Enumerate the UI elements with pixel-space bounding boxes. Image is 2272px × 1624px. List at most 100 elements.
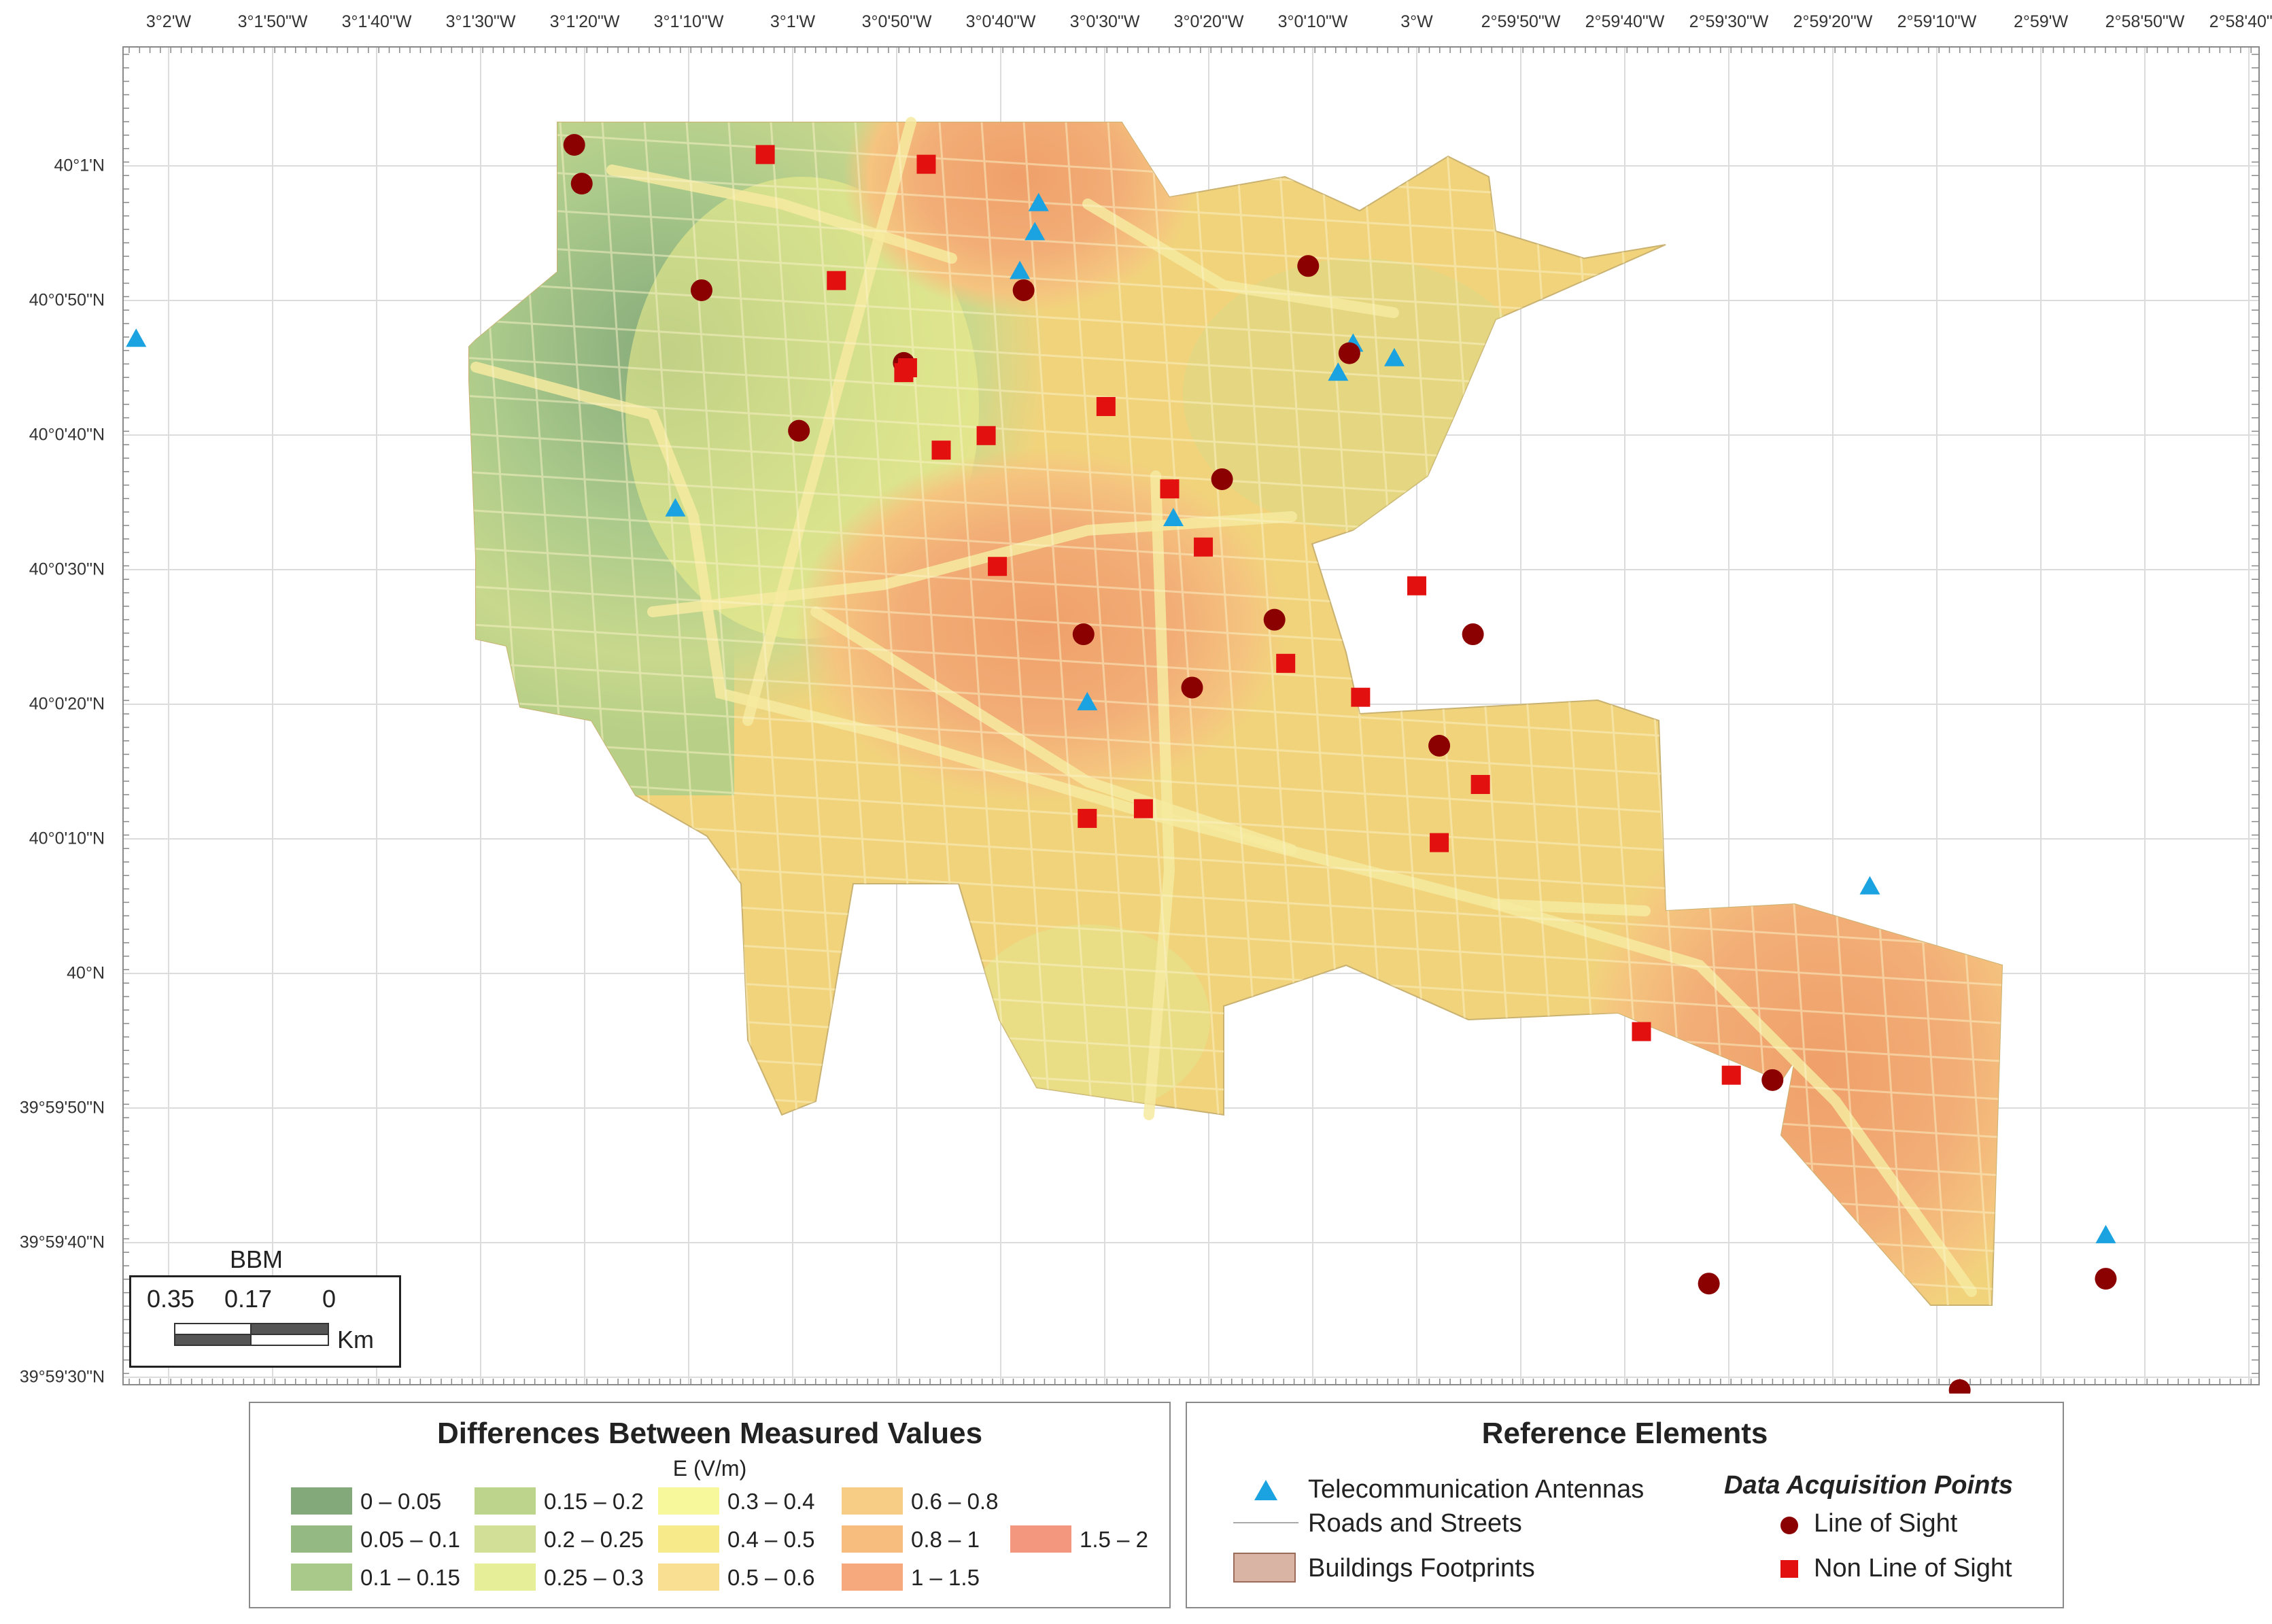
scale-label-right: 0 bbox=[322, 1285, 337, 1313]
road-legend-icon bbox=[1233, 1522, 1298, 1523]
latitude-label: 39°59'50"N bbox=[19, 1098, 105, 1118]
nlos-point bbox=[1351, 687, 1371, 707]
nlos-point bbox=[1632, 1022, 1651, 1041]
nlos-point bbox=[988, 557, 1008, 576]
longitude-label: 2°59'40"W bbox=[1585, 12, 1665, 31]
longitude-label: 2°59'20"W bbox=[1793, 12, 1873, 31]
scale-label-left: 0.35 bbox=[147, 1285, 195, 1313]
antenna-marker bbox=[1163, 507, 1184, 526]
nlos-point bbox=[1096, 397, 1116, 417]
legend-swatch bbox=[475, 1487, 536, 1515]
scale-bar bbox=[174, 1323, 329, 1350]
legend-swatch bbox=[1010, 1525, 1071, 1553]
longitude-label: 3°0'30"W bbox=[1069, 12, 1140, 31]
los-point bbox=[1072, 623, 1095, 646]
difference-surface bbox=[468, 122, 2003, 1306]
legend-swatch-label: 0.25 – 0.3 bbox=[544, 1565, 644, 1590]
antenna-marker bbox=[2095, 1224, 2116, 1243]
los-point bbox=[1211, 468, 1233, 490]
longitude-label: 2°59'50"W bbox=[1481, 12, 1561, 31]
legend-swatch-label: 0.1 – 0.15 bbox=[360, 1565, 460, 1590]
los-point bbox=[1263, 608, 1286, 631]
legend-swatch-label: 0.5 – 0.6 bbox=[727, 1565, 815, 1590]
legend-swatch-label: 0.2 – 0.25 bbox=[544, 1527, 644, 1552]
antenna-marker bbox=[1077, 691, 1098, 710]
los-point bbox=[563, 134, 585, 156]
acquisition-points-title: Data Acquisition Points bbox=[1724, 1471, 2014, 1500]
longitude-label: 3°1'10"W bbox=[653, 12, 724, 31]
legend-swatch bbox=[842, 1487, 903, 1515]
antenna-marker bbox=[1025, 222, 1046, 241]
nlos-legend-icon bbox=[1780, 1560, 1798, 1578]
los-point bbox=[1297, 255, 1320, 277]
nlos-point bbox=[827, 271, 846, 290]
longitude-label: 3°0'20"W bbox=[1173, 12, 1244, 31]
legend-swatch bbox=[658, 1563, 719, 1591]
scale-title: BBM bbox=[230, 1245, 283, 1273]
legend-swatch-label: 0.3 – 0.4 bbox=[727, 1489, 815, 1514]
nlos-point bbox=[894, 363, 914, 383]
legend-swatch bbox=[842, 1563, 903, 1591]
scale-box bbox=[129, 1275, 401, 1368]
longitude-label: 3°1'40"W bbox=[341, 12, 412, 31]
legend-swatch-label: 0.4 – 0.5 bbox=[727, 1527, 815, 1552]
los-point bbox=[1428, 734, 1451, 757]
antennas-label: Telecommunication Antennas bbox=[1308, 1475, 1645, 1504]
graticule-ticks bbox=[122, 46, 2258, 1385]
legend-swatch-label: 0.15 – 0.2 bbox=[544, 1489, 644, 1514]
latitude-label: 40°N bbox=[67, 963, 105, 983]
latitude-label: 40°0'20"N bbox=[29, 694, 105, 714]
antenna-marker bbox=[1383, 347, 1405, 366]
los-point bbox=[2095, 1268, 2117, 1290]
los-point bbox=[788, 419, 810, 442]
los-label: Line of Sight bbox=[1814, 1509, 1958, 1538]
longitude-label: 3°W bbox=[1400, 12, 1433, 31]
legend-swatch-label: 0.05 – 0.1 bbox=[360, 1527, 460, 1552]
scale-label-mid: 0.17 bbox=[224, 1285, 273, 1313]
nlos-point bbox=[1407, 576, 1426, 595]
reference-legend: Reference Elements Telecommunication Ant… bbox=[1186, 1402, 2064, 1608]
los-legend-icon bbox=[1780, 1517, 1798, 1534]
legend-swatch bbox=[291, 1563, 352, 1591]
nlos-point bbox=[755, 145, 775, 165]
buildings-label: Buildings Footprints bbox=[1308, 1554, 1535, 1583]
longitude-label: 2°59'30"W bbox=[1689, 12, 1769, 31]
nlos-label: Non Line of Sight bbox=[1814, 1554, 2012, 1583]
map-canvas[interactable] bbox=[0, 0, 2272, 1394]
antenna-marker bbox=[1028, 192, 1049, 211]
latitude-label: 40°0'30"N bbox=[29, 559, 105, 579]
longitude-label: 2°59'W bbox=[2013, 12, 2069, 31]
antenna-marker bbox=[1010, 260, 1031, 279]
latitude-label: 40°1'N bbox=[54, 156, 105, 175]
legend-swatch bbox=[475, 1525, 536, 1553]
longitude-label: 3°1'30"W bbox=[445, 12, 516, 31]
latitude-label: 40°0'50"N bbox=[29, 290, 105, 310]
los-point bbox=[1462, 623, 1484, 646]
values-legend-subtitle: E (V/m) bbox=[672, 1456, 747, 1481]
antenna-marker bbox=[126, 328, 147, 347]
antenna-marker bbox=[1328, 362, 1349, 381]
nlos-point bbox=[1133, 799, 1153, 818]
los-point bbox=[1948, 1379, 1971, 1394]
map-points bbox=[126, 134, 2117, 1394]
los-point bbox=[1012, 279, 1035, 301]
nlos-point bbox=[931, 440, 951, 460]
nlos-point bbox=[1078, 808, 1097, 828]
longitude-label: 2°58'50"W bbox=[2105, 12, 2185, 31]
building-legend-swatch bbox=[1233, 1553, 1296, 1583]
values-legend: Differences Between Measured Values E (V… bbox=[249, 1402, 1171, 1608]
los-point bbox=[1181, 676, 1203, 699]
legend-swatch-label: 1 – 1.5 bbox=[911, 1565, 980, 1590]
latitude-label: 39°59'40"N bbox=[19, 1232, 105, 1252]
longitude-label: 3°2'W bbox=[145, 12, 192, 31]
nlos-point bbox=[1721, 1065, 1741, 1085]
nlos-point bbox=[1160, 479, 1180, 499]
nlos-point bbox=[916, 154, 936, 174]
legend-swatch bbox=[658, 1525, 719, 1553]
legend-swatch bbox=[658, 1487, 719, 1515]
nlos-point bbox=[976, 426, 996, 445]
legend-swatch bbox=[291, 1487, 352, 1515]
longitude-label: 3°0'40"W bbox=[965, 12, 1036, 31]
los-point bbox=[1761, 1069, 1784, 1091]
reference-legend-title: Reference Elements bbox=[1481, 1417, 1768, 1450]
